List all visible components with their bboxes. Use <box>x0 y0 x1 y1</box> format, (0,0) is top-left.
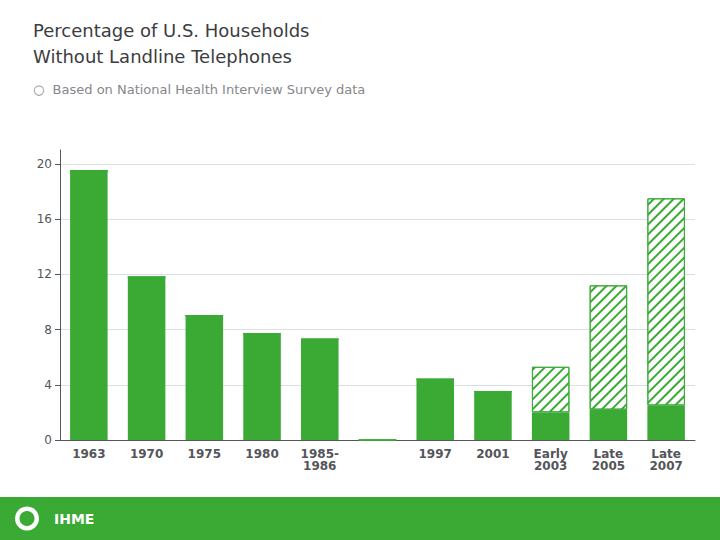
svg-text:○ Based on National Health In: ○ Based on National Health Interview Sur… <box>33 82 365 97</box>
svg-text:8: 8 <box>44 323 52 337</box>
svg-text:Percentage of U.S. Households: Percentage of U.S. Households <box>33 20 309 41</box>
svg-text:1975: 1975 <box>188 447 221 461</box>
svg-text:1985-: 1985- <box>300 447 339 461</box>
svg-text:16: 16 <box>37 212 52 226</box>
svg-text:1980: 1980 <box>245 447 278 461</box>
svg-text:2007: 2007 <box>649 459 682 473</box>
svg-text:Early: Early <box>533 447 568 461</box>
svg-text:4: 4 <box>44 378 52 392</box>
svg-text:2001: 2001 <box>476 447 509 461</box>
svg-text:Late: Late <box>593 447 624 461</box>
svg-text:1963: 1963 <box>72 447 105 461</box>
svg-text:IHME: IHME <box>54 511 94 527</box>
svg-text:12: 12 <box>37 267 52 281</box>
svg-text:Late: Late <box>651 447 681 461</box>
svg-text:0: 0 <box>44 433 52 447</box>
svg-text:20: 20 <box>37 157 52 171</box>
svg-text:1986: 1986 <box>303 459 336 473</box>
svg-text:2005: 2005 <box>592 459 625 473</box>
svg-text:1997: 1997 <box>419 447 452 461</box>
svg-text:Without Landline Telephones: Without Landline Telephones <box>33 46 292 67</box>
svg-text:2003: 2003 <box>534 459 567 473</box>
svg-text:1970: 1970 <box>130 447 163 461</box>
